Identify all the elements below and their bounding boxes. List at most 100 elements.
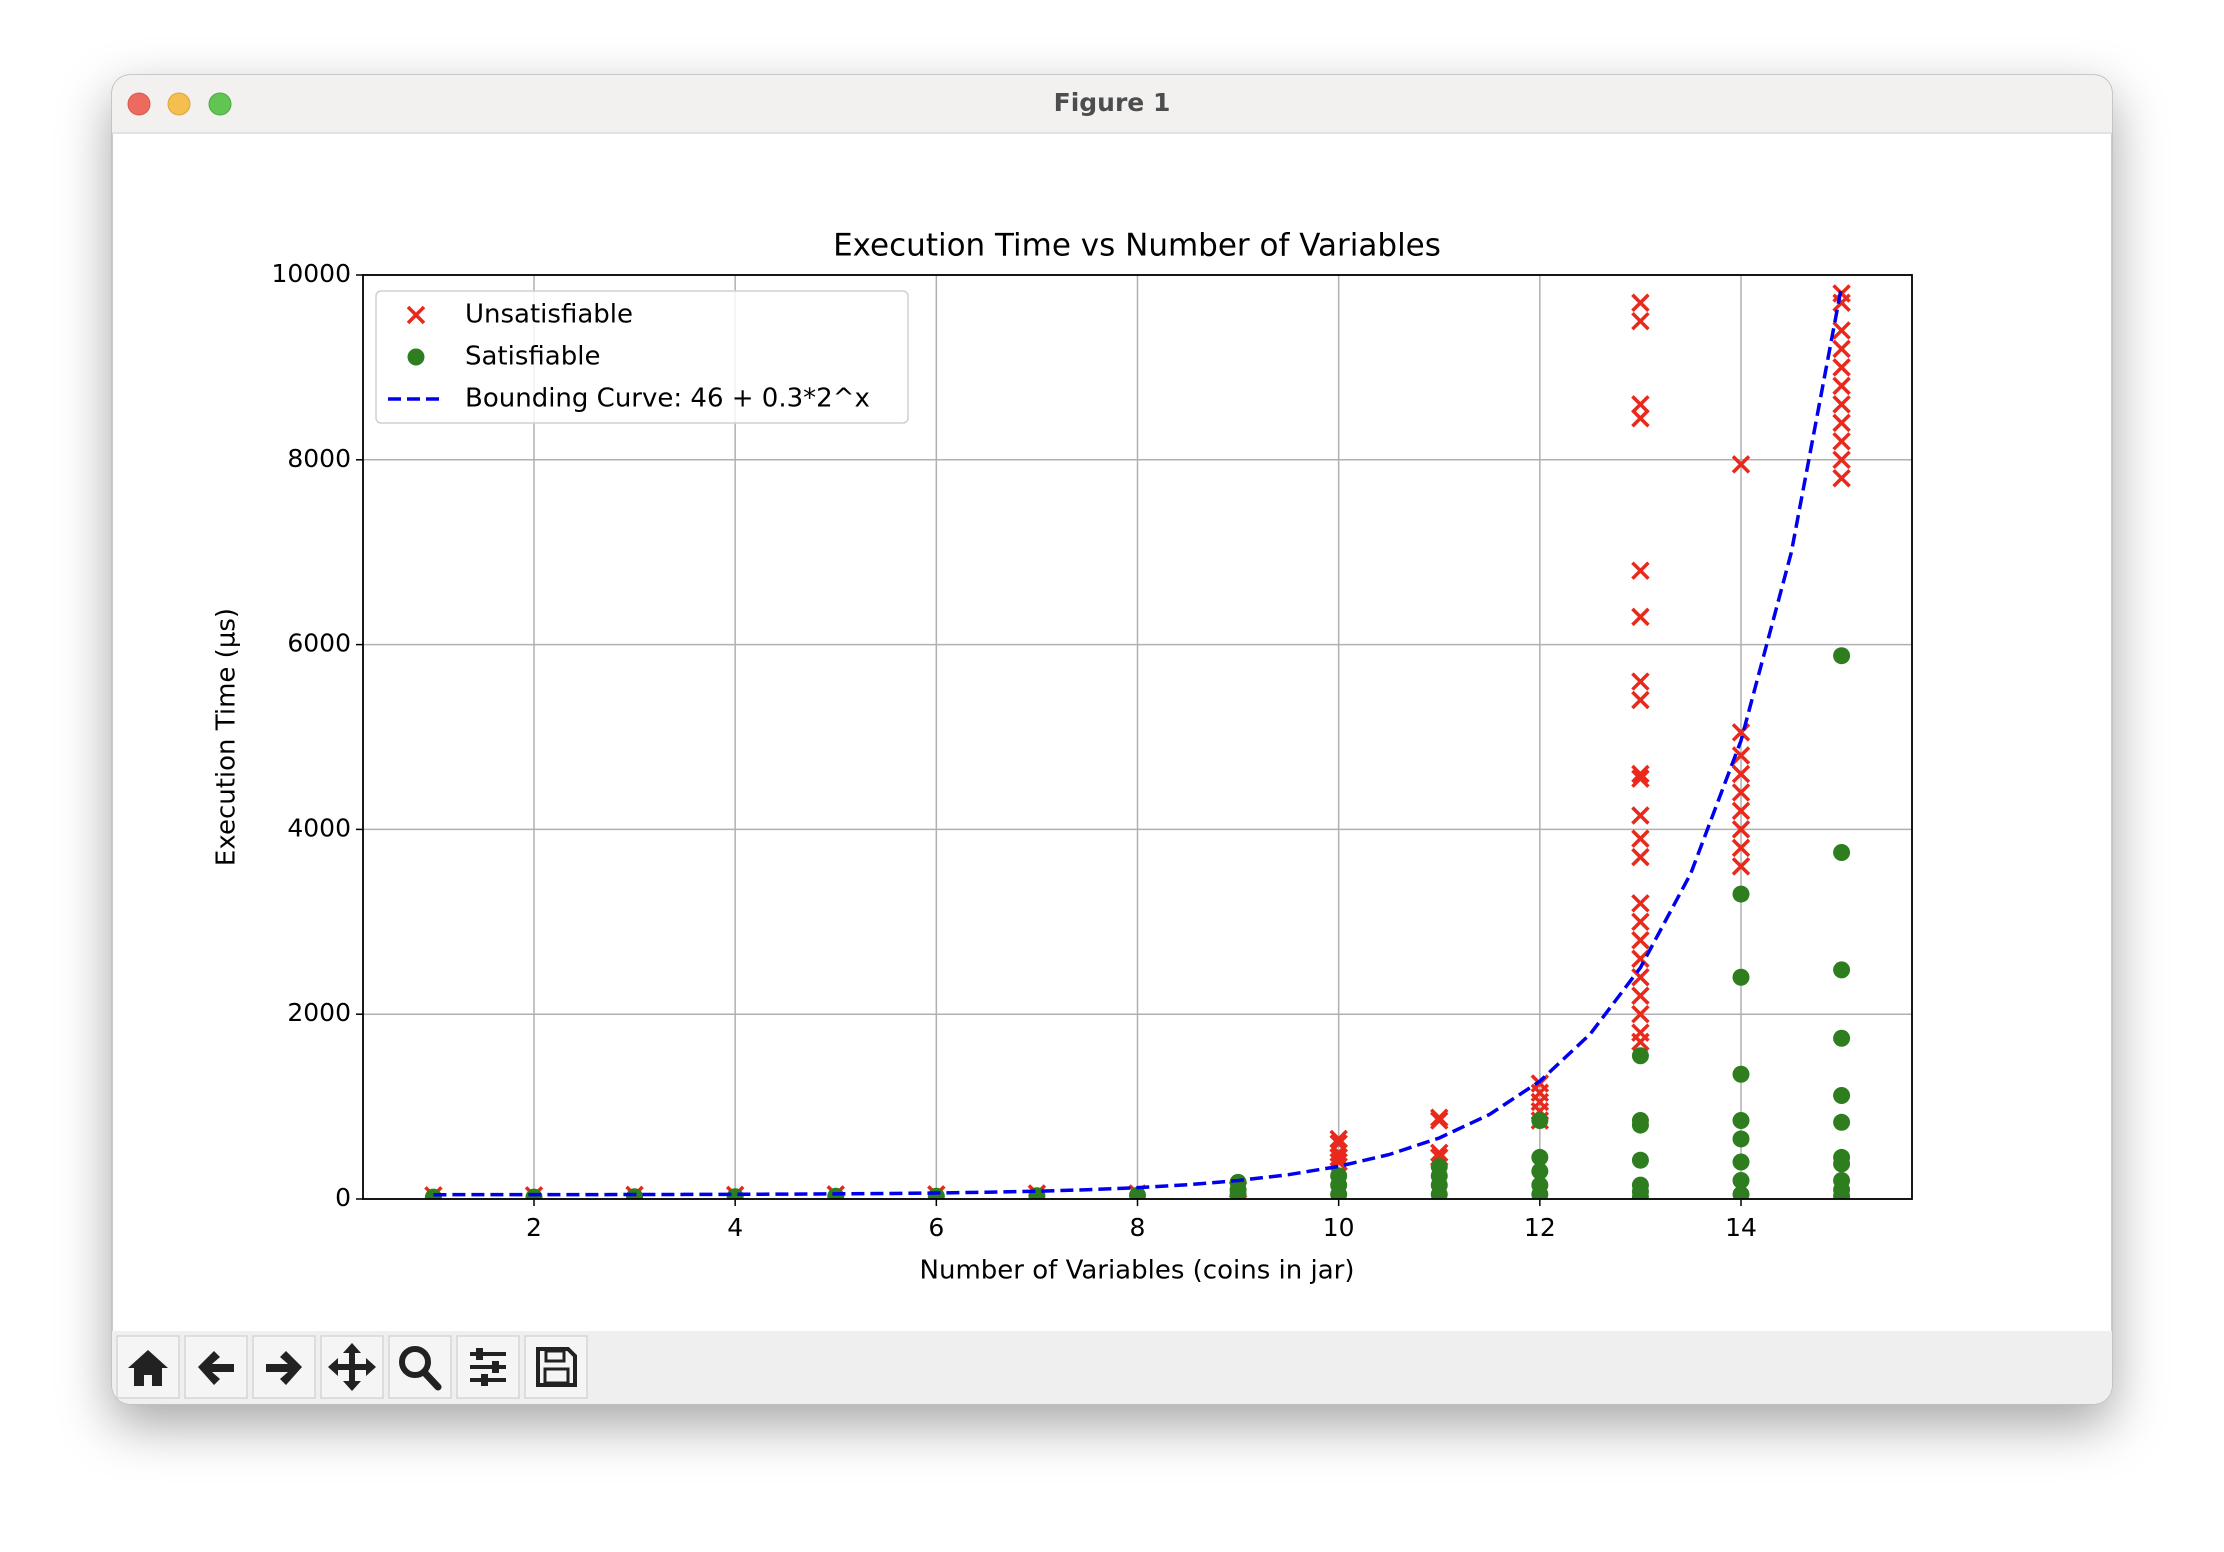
scatter-point — [1631, 986, 1650, 1005]
x-tick-label: 12 — [1524, 1213, 1556, 1242]
x-axis-label: Number of Variables (coins in jar) — [920, 1256, 1355, 1286]
x-tick-label: 10 — [1323, 1213, 1355, 1242]
scatter-point — [1631, 1116, 1649, 1134]
scatter-point — [1430, 1111, 1449, 1130]
close-button[interactable] — [127, 92, 151, 116]
scatter-point — [1631, 672, 1650, 691]
scatter-point — [1631, 806, 1650, 825]
scatter-point — [1631, 561, 1650, 580]
x-tick-label: 14 — [1725, 1213, 1757, 1242]
scatter-point — [1731, 455, 1751, 474]
scatter-point — [726, 1188, 744, 1199]
back-icon — [198, 1351, 234, 1385]
save-button[interactable] — [524, 1335, 588, 1399]
minimize-button[interactable] — [167, 92, 191, 116]
legend-marker — [407, 348, 425, 366]
scatter-point — [1229, 1185, 1247, 1199]
scatter-point — [1832, 376, 1851, 396]
scatter-point — [1129, 1186, 1146, 1199]
y-tick-label: 4000 — [287, 813, 351, 842]
scatter-point — [1832, 450, 1851, 470]
scatter-point — [1731, 820, 1751, 839]
legend-label: Bounding Curve: 46 + 0.3*2^x — [465, 384, 870, 414]
scatter-point — [1732, 1172, 1750, 1190]
title-bar — [112, 75, 2112, 133]
scatter-point — [1631, 912, 1650, 932]
scatter-point — [1631, 1188, 1649, 1199]
scatter-point — [1732, 885, 1750, 903]
legend: Unsatisfiable Satisfiable Bounding Curve: … — [375, 290, 909, 424]
scatter-point — [1832, 395, 1851, 414]
plot-area — [424, 284, 1851, 1199]
scatter-point — [1731, 783, 1751, 802]
toolbar — [112, 1331, 2112, 1404]
scatter-point — [1832, 339, 1851, 359]
save-icon-slot — [544, 1349, 566, 1363]
scatter-point — [1731, 857, 1751, 876]
scatter-point — [1731, 801, 1751, 821]
configure-button[interactable] — [456, 1335, 520, 1399]
save-icon — [536, 1347, 577, 1387]
scatter-point — [1833, 1187, 1851, 1199]
legend-label: Satisfiable — [465, 342, 600, 372]
scatter-point — [1832, 358, 1851, 377]
scatter-point — [1832, 413, 1851, 433]
scatter-point — [1631, 1004, 1650, 1024]
configure-knob — [481, 1374, 488, 1386]
zoom-tool-button[interactable] — [388, 1335, 452, 1399]
scatter-point — [1631, 894, 1650, 913]
scatter-point — [1330, 1185, 1348, 1199]
scatter-point — [1631, 311, 1650, 331]
y-tick-label: 10000 — [271, 259, 351, 288]
scatter-point — [1430, 1143, 1449, 1163]
y-tick-label: 0 — [335, 1183, 351, 1212]
scatter-point — [1832, 469, 1851, 488]
scatter-point — [1732, 968, 1750, 986]
scatter-point — [1833, 1113, 1851, 1131]
scatter-point — [1430, 1185, 1448, 1199]
scatter-point — [1833, 647, 1851, 665]
scatter-point — [1833, 961, 1851, 979]
scatter-point — [1631, 293, 1650, 312]
scatter-point — [1329, 1129, 1348, 1149]
scatter-point — [1631, 690, 1650, 710]
configure-knob — [476, 1348, 483, 1360]
scatter-point — [1531, 1148, 1549, 1166]
y-tick-label: 6000 — [287, 629, 351, 658]
scatter-point — [1732, 1065, 1750, 1083]
x-tick-label: 6 — [928, 1213, 944, 1242]
x-tick-label: 8 — [1130, 1213, 1146, 1242]
scatter-point — [1531, 1111, 1549, 1129]
scatter-point — [1531, 1162, 1549, 1180]
save-icon-label — [543, 1367, 570, 1385]
zoom-button[interactable] — [208, 92, 232, 116]
scatter-point — [1631, 1151, 1649, 1169]
scatter-point — [1732, 1153, 1750, 1171]
zoom-icon-handle — [420, 1368, 442, 1391]
y-axis-label: Execution Time (µs) — [212, 608, 242, 866]
chart: Execution Time vs Number of Variables Nu… — [212, 228, 1913, 1286]
scatter-point — [1430, 1108, 1449, 1127]
home-icon — [128, 1350, 168, 1386]
scatter-point — [1832, 293, 1851, 312]
scatter-point — [1732, 1185, 1750, 1199]
toolbar-buttons — [116, 1335, 588, 1399]
scatter-point — [1631, 1032, 1650, 1052]
scatter-point — [1631, 968, 1650, 987]
x-tick-label: 4 — [727, 1213, 743, 1242]
pan-icon — [328, 1343, 376, 1391]
scatter-point — [1631, 408, 1650, 428]
scatter-point — [1631, 847, 1650, 867]
scatter-point — [1631, 769, 1650, 788]
scatter-point — [1833, 844, 1851, 861]
plot-frame — [362, 274, 1913, 1200]
legend-box — [375, 290, 909, 424]
scatter-point — [1731, 838, 1751, 858]
scatter-point — [1631, 764, 1650, 784]
scatter-point — [1329, 1148, 1348, 1167]
scatter-point — [1631, 829, 1650, 848]
x-tick-label: 2 — [526, 1213, 542, 1242]
forward-icon — [266, 1351, 302, 1385]
scatter-point — [1631, 931, 1650, 950]
scatter-point — [1833, 1029, 1851, 1047]
